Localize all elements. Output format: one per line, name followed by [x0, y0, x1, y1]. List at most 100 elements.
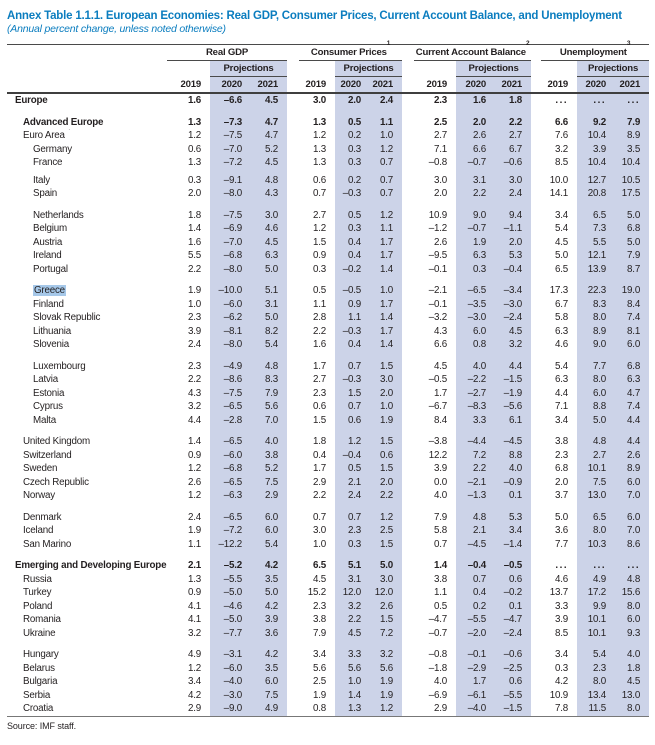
- row-label: Turkey: [23, 587, 52, 598]
- value-cell: 6.7: [495, 142, 532, 156]
- value-cell: 13.0: [577, 489, 616, 503]
- table-row: Malta 4.4 –2.8 7.0 1.5 0.6 1.9 8.4 3.3 6.1 3.4 5.0 4…: [7, 413, 650, 427]
- value-cell: 7.9: [251, 386, 288, 400]
- value-cell: –7.3: [210, 115, 251, 129]
- column-gap: [531, 489, 541, 503]
- value-cell: 7.0: [251, 413, 288, 427]
- column-gap: [531, 76, 542, 94]
- value-cell: –4.7: [428, 614, 448, 625]
- column-gap: [402, 129, 414, 143]
- value-cell: 13.0: [615, 688, 650, 702]
- value-cell: 7.8: [541, 702, 578, 717]
- value-cell: 8.0: [577, 311, 616, 325]
- value-cell: 10.0: [549, 174, 569, 186]
- value-cell: 1.9: [187, 525, 201, 536]
- column-gap: [402, 435, 414, 449]
- value-cell: 5.6: [335, 661, 371, 675]
- value-cell: 2.0: [370, 475, 403, 489]
- column-gap: [402, 116, 414, 130]
- column-gap: [531, 400, 541, 414]
- value-cell: 10.1: [577, 462, 616, 476]
- value-cell: 4.8: [456, 510, 496, 524]
- value-cell: 17.2: [577, 586, 616, 600]
- value-cell: 3.5: [251, 661, 288, 675]
- value-cell: 14.1: [549, 188, 569, 199]
- table-row: San Marino 1.1 –12.2 5.4 1.0 0.3 1.5 0.7 –4.5 –1.…: [7, 537, 650, 551]
- value-cell: 7.2: [370, 626, 403, 640]
- value-cell: 15.6: [615, 586, 650, 600]
- value-cell: 1.5: [370, 435, 403, 449]
- value-cell: –4.0: [456, 702, 496, 717]
- value-cell: 9.0: [456, 208, 496, 222]
- value-cell: 2.0: [495, 235, 532, 249]
- value-cell: 12.7: [577, 173, 616, 187]
- value-cell: 5.6: [251, 400, 288, 414]
- value-cell: 5.2: [251, 462, 288, 476]
- value-cell: 0.7: [434, 538, 448, 550]
- value-cell: 4.0: [251, 435, 288, 449]
- value-cell: 6.7: [555, 298, 569, 310]
- row-label: Serbia: [23, 689, 51, 701]
- value-cell: 7.0: [615, 489, 650, 503]
- column-gap: [287, 511, 299, 525]
- value-cell: –5.5: [495, 688, 532, 702]
- value-cell: 3.0: [370, 373, 403, 387]
- value-cell: 8.0: [577, 675, 616, 689]
- value-cell: –7.5: [210, 208, 251, 222]
- value-cell: 1.5: [370, 613, 403, 627]
- value-cell: 1.5: [370, 462, 403, 476]
- value-cell: 22.3: [577, 284, 616, 298]
- table-row: United Kingdom 1.4 –6.5 4.0 1.8 1.2 1.5 –3.8 –4.…: [7, 435, 650, 449]
- value-cell: 5.1: [335, 559, 371, 573]
- footnote-marker: 7: [55, 662, 59, 664]
- value-cell: 1.7: [313, 463, 327, 474]
- column-gap: [402, 373, 414, 387]
- value-cell: 4.8: [615, 572, 650, 586]
- value-cell: 4.8: [251, 173, 288, 187]
- value-cell: –6.8: [210, 462, 251, 476]
- value-cell: 2.6: [456, 129, 496, 143]
- column-gap: [287, 489, 299, 503]
- value-cell: 10.9: [428, 209, 448, 221]
- column-gap: [402, 284, 414, 298]
- column-gap: [402, 338, 414, 352]
- row-label: Malta: [33, 414, 56, 426]
- value-cell: 3.0: [313, 95, 327, 106]
- value-cell: 2.3: [577, 661, 616, 675]
- table-row: Czech Republic 2.6 –6.5 7.5 2.9 2.1 2.0 0.0 –2.1…: [7, 475, 650, 489]
- value-cell: 5.4: [555, 360, 569, 372]
- value-cell: 7.3: [577, 222, 616, 236]
- value-cell: 5.8: [434, 525, 448, 536]
- value-cell: 1.4: [434, 560, 448, 571]
- value-cell: 4.8: [577, 435, 616, 449]
- value-cell: 13.4: [577, 688, 616, 702]
- table-row: Croatia 2.9 –9.0 4.9 0.8 1.3 1.2 2.9 –4.0 –1.5 7.8…: [7, 702, 650, 717]
- value-cell: 12.1: [577, 249, 616, 263]
- table-row: Europe 1.6 –6.6 4.5 3.0 2.0 2.4 2.3 1.6 1.8......…: [7, 93, 650, 108]
- value-cell: 7.7: [555, 538, 569, 550]
- value-cell: 0.6: [187, 143, 201, 155]
- value-cell: 6.0: [615, 475, 650, 489]
- row-gap: [7, 351, 650, 360]
- value-cell: 3.2: [187, 401, 201, 412]
- column-gap: [287, 435, 299, 449]
- year-header: 2019: [299, 76, 336, 94]
- row-label: Norway: [23, 490, 56, 501]
- value-cell: 3.4: [555, 209, 569, 221]
- value-cell: 1.8: [187, 209, 201, 221]
- value-cell: 2.5: [313, 676, 327, 687]
- value-cell: 4.7: [615, 386, 650, 400]
- table-row: Serbia 4.2 –3.0 7.5 1.9 1.4 1.9 –6.9 –6.1 –5.5 10.…: [7, 688, 650, 702]
- value-cell: 4.5: [251, 156, 288, 170]
- value-cell: 4.9: [577, 572, 616, 586]
- row-gap: [7, 640, 650, 648]
- value-cell: 7.9: [615, 249, 650, 263]
- value-cell: 0.7: [313, 188, 327, 199]
- value-cell: 4.0: [434, 676, 448, 687]
- value-cell: –7.2: [210, 156, 251, 170]
- value-cell: 4.6: [555, 573, 569, 585]
- column-gap: [531, 462, 541, 476]
- column-gap: [287, 263, 299, 277]
- value-cell: –3.4: [495, 284, 532, 298]
